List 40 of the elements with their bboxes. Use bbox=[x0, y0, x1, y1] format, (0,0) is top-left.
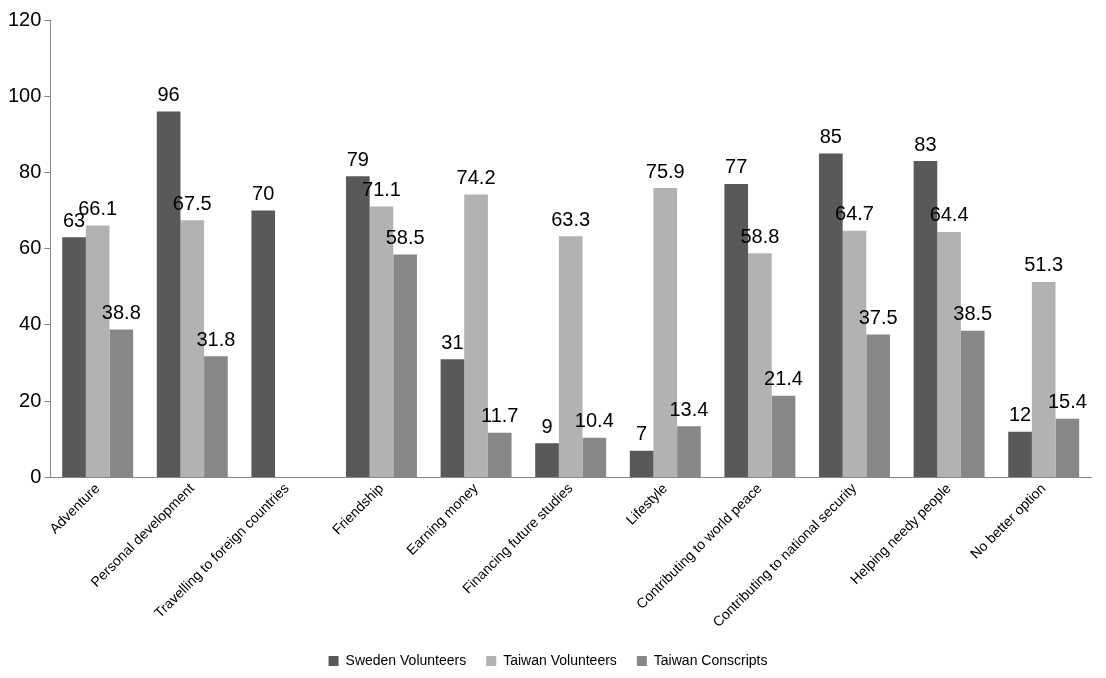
data-label: 9 bbox=[541, 414, 553, 437]
y-tick-label: 80 bbox=[19, 160, 42, 182]
data-label: 12 bbox=[1008, 403, 1032, 426]
bar bbox=[629, 450, 654, 477]
y-tick-label: 40 bbox=[19, 312, 42, 335]
data-label: 79 bbox=[346, 147, 369, 170]
bar bbox=[251, 210, 276, 477]
bar bbox=[1008, 431, 1032, 477]
y-tick-label: 60 bbox=[19, 236, 42, 259]
y-tick-label: 120 bbox=[7, 7, 42, 30]
bar bbox=[440, 359, 465, 477]
y-tick-label: 0 bbox=[30, 464, 42, 487]
data-label: 74.2 bbox=[456, 166, 496, 189]
legend-label: Taiwan Conscripts bbox=[653, 651, 768, 668]
data-label: 77 bbox=[725, 155, 748, 178]
data-label: 70 bbox=[252, 182, 275, 205]
data-label: 10.4 bbox=[574, 409, 614, 432]
data-label: 51.3 bbox=[1024, 253, 1064, 276]
data-label: 7 bbox=[636, 422, 648, 445]
data-label: 96 bbox=[157, 83, 180, 106]
data-label: 11.7 bbox=[481, 404, 519, 427]
data-label: 37.5 bbox=[858, 306, 898, 329]
data-label: 75.9 bbox=[645, 159, 685, 182]
bar bbox=[62, 237, 86, 477]
data-label: 21.4 bbox=[764, 367, 804, 390]
data-label: 38.8 bbox=[101, 301, 141, 324]
bar bbox=[535, 443, 559, 477]
data-label: 13.4 bbox=[669, 397, 709, 420]
y-tick-label: 20 bbox=[19, 388, 42, 411]
legend-label: Sweden Volunteers bbox=[345, 651, 467, 668]
data-label: 31.8 bbox=[196, 327, 236, 350]
data-label: 83 bbox=[914, 132, 937, 155]
data-label: 15.4 bbox=[1047, 390, 1087, 413]
data-label: 63.3 bbox=[551, 207, 591, 230]
data-label: 85 bbox=[819, 124, 842, 147]
data-label: 38.5 bbox=[953, 302, 993, 325]
data-label: 31 bbox=[441, 330, 464, 353]
data-label: 58.5 bbox=[385, 225, 425, 248]
y-tick-label: 100 bbox=[7, 83, 42, 106]
legend-label: Taiwan Volunteers bbox=[503, 651, 617, 668]
